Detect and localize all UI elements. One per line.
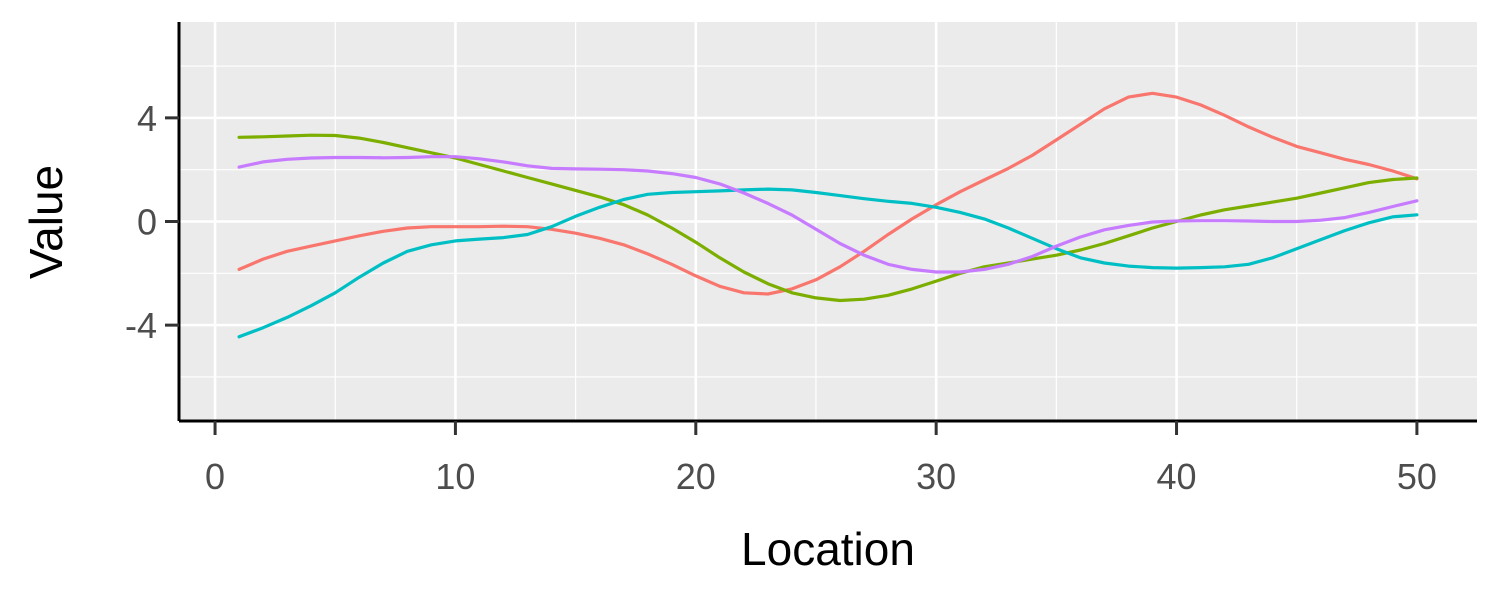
x-tick-label: 20 — [676, 456, 716, 497]
x-tick-label: 0 — [205, 456, 225, 497]
y-axis-ticks: -4 0 4 — [125, 98, 179, 346]
x-axis-ticks: 0 10 20 30 40 50 — [205, 421, 1437, 497]
y-tick-label: -4 — [125, 305, 157, 346]
x-axis-title: Location — [741, 523, 915, 575]
series-line-2 — [237, 133, 1419, 303]
series-line-4 — [237, 155, 1419, 274]
series-line-1 — [237, 91, 1419, 296]
x-tick-label: 30 — [916, 456, 956, 497]
series-line-3 — [237, 187, 1419, 339]
series-lines — [237, 91, 1419, 339]
y-axis-title: Value — [20, 165, 72, 279]
x-tick-label: 40 — [1157, 456, 1197, 497]
x-tick-label: 50 — [1397, 456, 1437, 497]
x-tick-label: 10 — [435, 456, 475, 497]
y-tick-label: 0 — [137, 202, 157, 243]
y-tick-label: 4 — [137, 98, 157, 139]
